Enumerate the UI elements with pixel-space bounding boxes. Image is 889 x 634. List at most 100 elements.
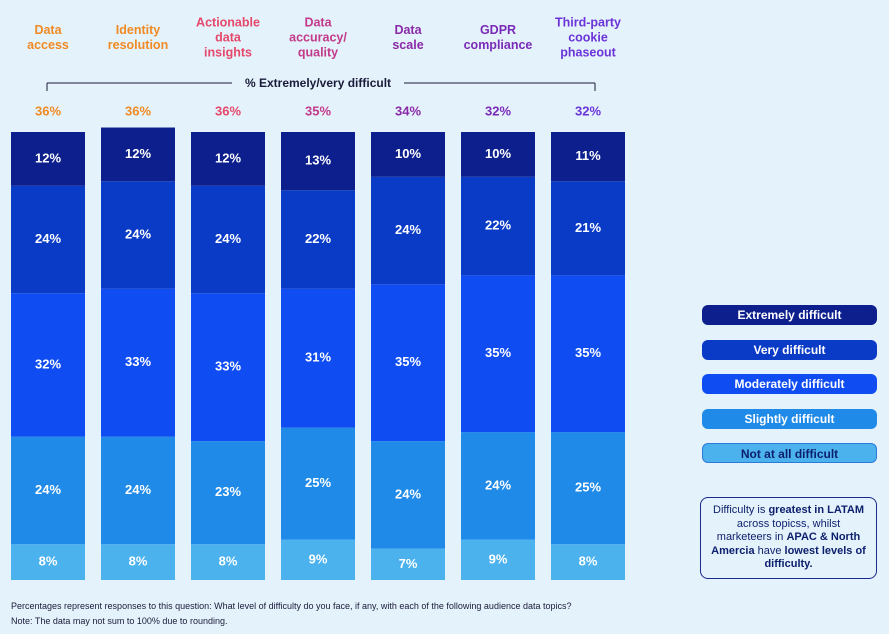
callout: Difficulty is greatest in LATAM across t… [700, 497, 877, 579]
callout-part: Difficulty is [713, 504, 769, 517]
bar-segment [551, 432, 625, 545]
data-label: 33% [125, 354, 151, 369]
legend-item: Not at all difficult [702, 443, 877, 463]
bar-segment [371, 548, 445, 580]
data-label: 33% [215, 359, 241, 374]
data-label: 10% [485, 146, 511, 161]
data-label: 8% [39, 554, 58, 569]
data-label: 22% [485, 218, 511, 233]
data-label: 24% [395, 222, 421, 237]
bar-segment [281, 132, 355, 191]
bar-segment [461, 132, 535, 177]
data-label: 32% [35, 356, 61, 371]
bar-segment [551, 132, 625, 182]
data-label: 24% [485, 477, 511, 492]
data-label: 24% [395, 486, 421, 501]
category-label: Data scale [392, 23, 424, 52]
bar-segment [191, 293, 265, 442]
data-label: 24% [215, 231, 241, 246]
legend-item: Very difficult [702, 340, 877, 360]
bar-segment [281, 288, 355, 428]
bar-segment [461, 176, 535, 276]
bar-segment [281, 190, 355, 289]
bar-segment [461, 432, 535, 540]
bar-segment [551, 181, 625, 276]
bar-segment [101, 288, 175, 437]
bar-segment [281, 539, 355, 580]
data-label: 10% [395, 146, 421, 161]
bar-segment [191, 132, 265, 186]
data-label: 13% [305, 153, 331, 168]
bar-segment [371, 132, 445, 177]
data-label: 7% [399, 556, 418, 571]
data-label: 12% [125, 146, 151, 161]
data-label: 24% [35, 482, 61, 497]
bar-segment [551, 275, 625, 433]
bar-segment [191, 185, 265, 294]
bar-segment [101, 127, 175, 182]
bar-segment [551, 544, 625, 580]
data-label: 24% [35, 231, 61, 246]
callout-text: Difficulty is greatest in LATAM across t… [711, 504, 866, 572]
data-label: 25% [575, 480, 601, 495]
data-label: 31% [305, 350, 331, 365]
total-label: 32% [575, 103, 601, 118]
bar-segment [371, 176, 445, 285]
data-label: 12% [215, 150, 241, 165]
bar-segment [371, 441, 445, 549]
data-label: 35% [485, 345, 511, 360]
total-label: 36% [125, 103, 151, 118]
category-label: Actionable data insights [196, 15, 260, 60]
data-label: 24% [125, 482, 151, 497]
legend-item: Extremely difficult [702, 305, 877, 325]
category-label: Third-party cookie phaseout [555, 15, 621, 60]
data-label: 9% [309, 551, 328, 566]
data-label: 25% [305, 475, 331, 490]
legend-item: Slightly difficult [702, 409, 877, 429]
bar-segment [371, 284, 445, 442]
total-label: 36% [215, 103, 241, 118]
callout-part: have [754, 544, 785, 557]
bar-segment [101, 544, 175, 580]
bracket-gap [232, 74, 404, 92]
bar-segment [11, 293, 85, 437]
footnote: Note: The data may not sum to 100% due t… [11, 616, 228, 626]
data-label: 8% [129, 554, 148, 569]
bar-segment [11, 185, 85, 294]
data-label: 12% [35, 150, 61, 165]
data-label: 8% [219, 554, 238, 569]
total-label: 36% [35, 103, 61, 118]
callout-part: greatest in LATAM [768, 504, 864, 517]
data-label: 11% [575, 148, 601, 163]
total-label: 35% [305, 103, 331, 118]
total-label: 32% [485, 103, 511, 118]
bar-segment [11, 132, 85, 186]
data-label: 21% [575, 220, 601, 235]
legend-item: Moderately difficult [702, 374, 877, 394]
category-label: Identity resolution [107, 23, 169, 52]
bar-segment [461, 275, 535, 433]
category-label: Data accuracy/ quality [289, 15, 347, 60]
data-label: 22% [305, 231, 331, 246]
footnote: Percentages represent responses to this … [11, 601, 572, 611]
category-label: GDPR compliance [463, 23, 533, 52]
bar-segment [191, 544, 265, 580]
callout-part: lowest levels of difficulty. [764, 544, 866, 571]
bar-segment [281, 427, 355, 540]
data-label: 9% [489, 551, 508, 566]
data-label: 23% [215, 484, 241, 499]
data-label: 35% [575, 345, 601, 360]
total-label: 34% [395, 103, 421, 118]
bar-segment [11, 544, 85, 580]
bar-segment [101, 436, 175, 545]
data-label: 35% [395, 354, 421, 369]
data-label: 24% [125, 226, 151, 241]
bar-segment [101, 181, 175, 289]
data-label: 8% [579, 554, 598, 569]
bar-segment [11, 436, 85, 545]
bracket-label: % Extremely/very difficult [245, 76, 391, 90]
category-label: Data access [27, 23, 69, 52]
bar-segment [461, 539, 535, 580]
